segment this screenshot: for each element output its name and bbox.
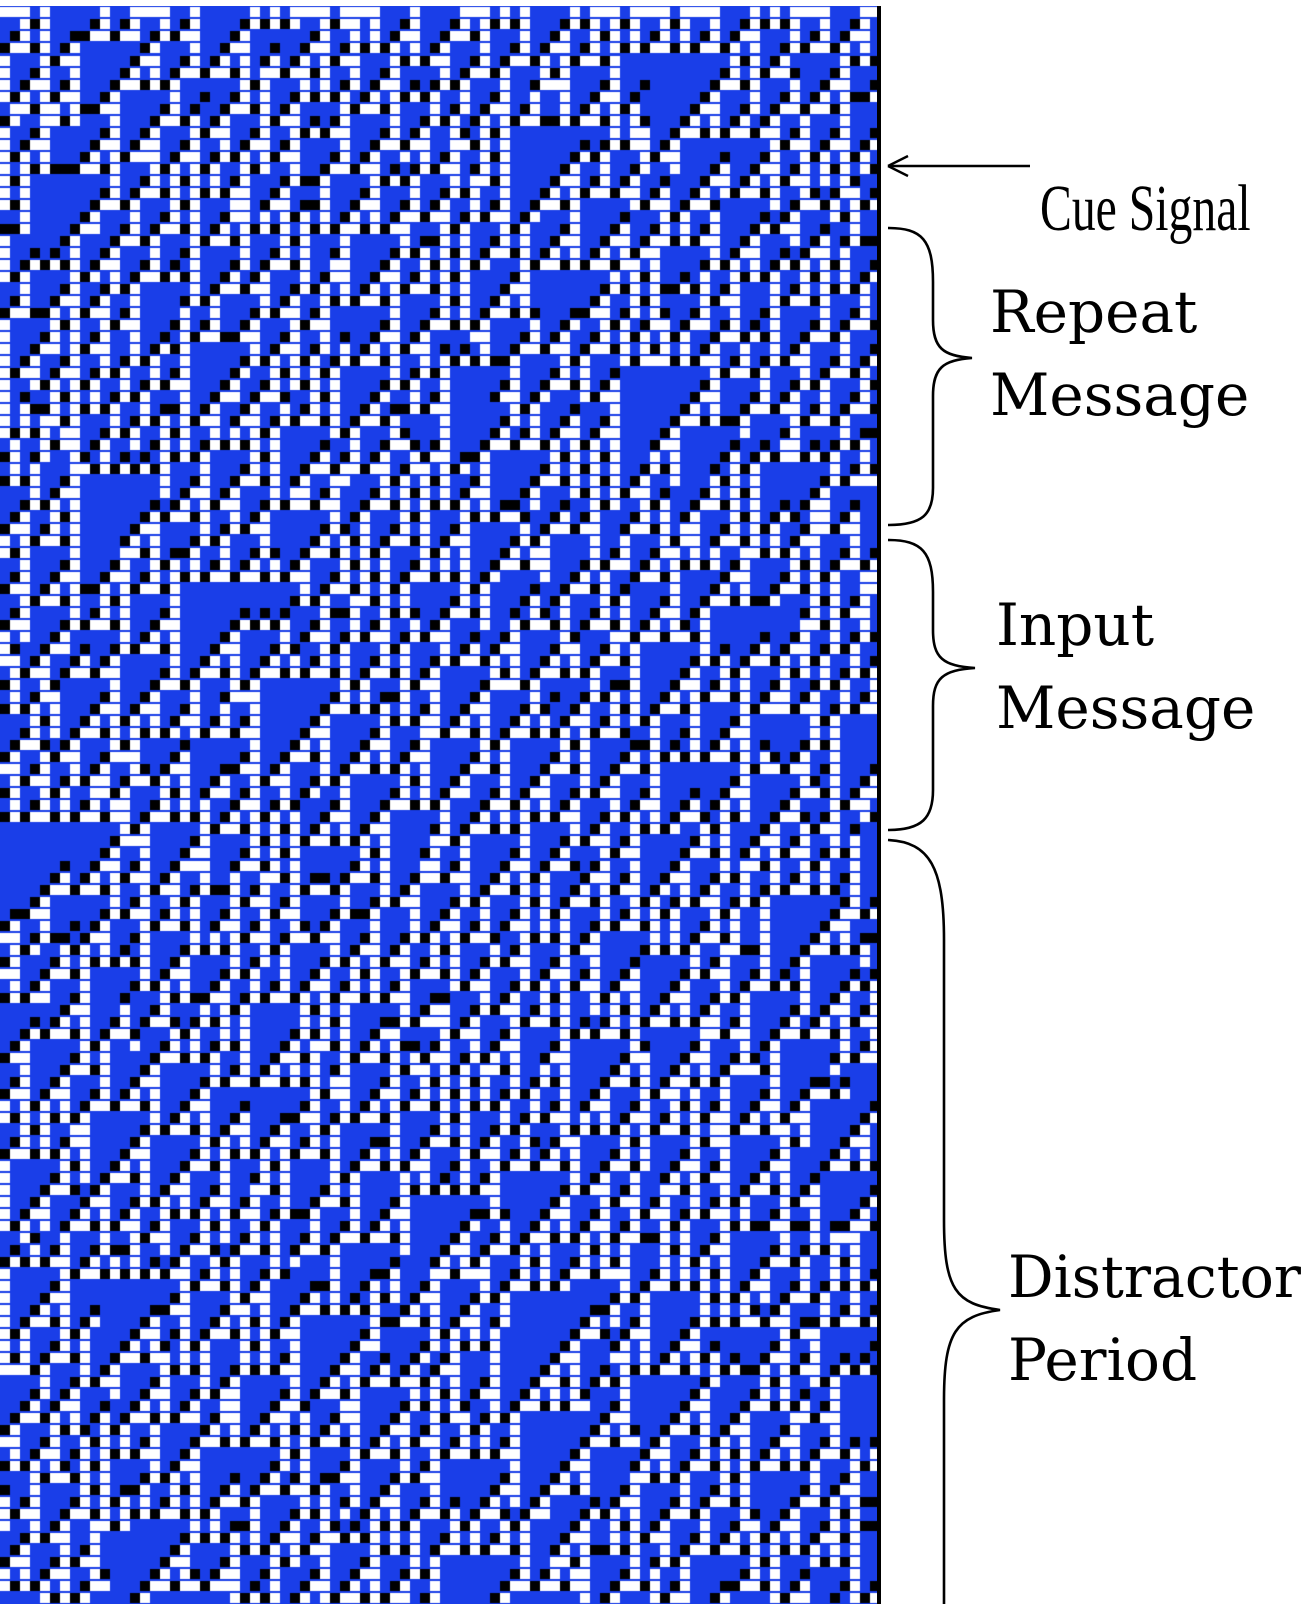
input-message-label-line1: Input bbox=[996, 591, 1154, 659]
cue-signal-label: Cue Signal bbox=[1040, 171, 1251, 245]
distractor-period-label-line1: Distractor bbox=[1008, 1243, 1301, 1311]
cue-signal-arrow bbox=[887, 154, 1030, 178]
activation-pattern-panel bbox=[0, 6, 880, 1604]
distractor-period-label-line2: Period bbox=[1008, 1326, 1197, 1394]
input-message-brace bbox=[887, 538, 976, 832]
distractor-period-brace bbox=[887, 838, 1001, 1604]
repeat-message-brace bbox=[887, 226, 973, 527]
activation-pattern-grid bbox=[0, 6, 880, 1604]
repeat-message-label-line2: Message bbox=[990, 361, 1249, 429]
input-message-label-line2: Message bbox=[996, 674, 1255, 742]
repeat-message-label-line1: Repeat bbox=[990, 278, 1197, 346]
